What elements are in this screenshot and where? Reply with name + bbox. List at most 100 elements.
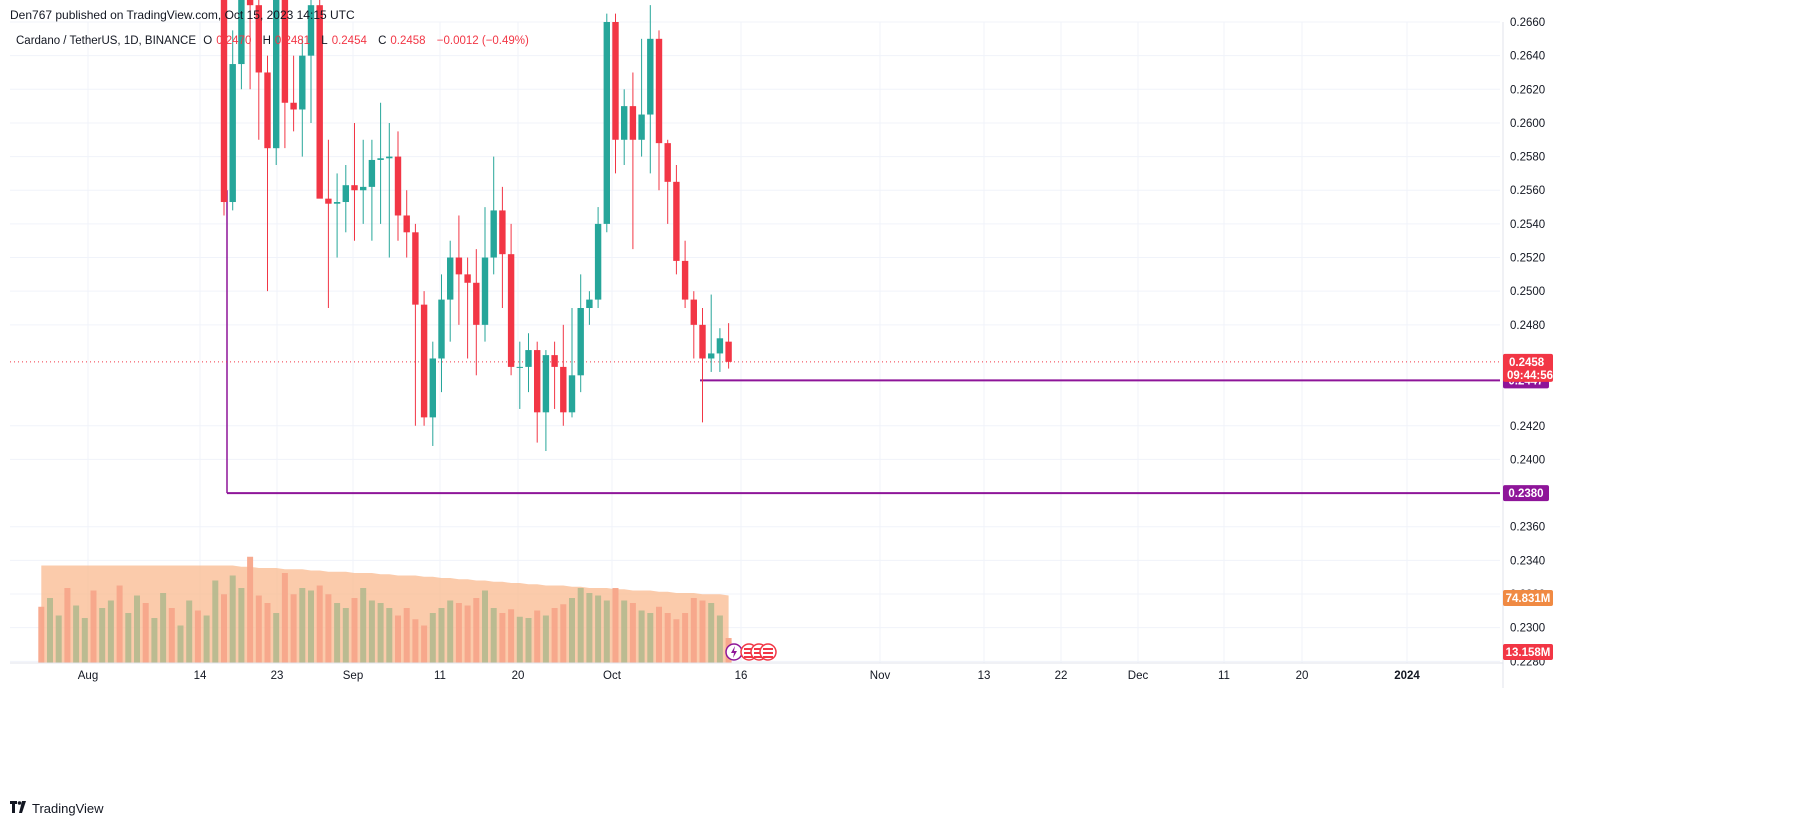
time-tick-label: 11 — [1218, 670, 1230, 682]
published-caption: Den767 published on TradingView.com, Oct… — [10, 8, 355, 22]
candle — [438, 274, 445, 393]
volume-bar — [247, 556, 254, 663]
candle-body — [542, 355, 550, 413]
time-tick-label: Dec — [1128, 670, 1149, 682]
candle — [264, 55, 271, 292]
volume-bar — [455, 603, 462, 663]
volume-bar — [368, 600, 375, 663]
candle — [516, 341, 523, 409]
time-tick-label: 11 — [434, 670, 446, 682]
volume-bar — [699, 600, 706, 663]
candle-body — [325, 198, 332, 204]
flag-stripe — [744, 656, 754, 658]
candle — [708, 294, 715, 372]
candle — [560, 324, 567, 426]
price-tick-label: 0.2600 — [1510, 118, 1545, 130]
candle — [238, 0, 245, 90]
volume-bar — [682, 613, 689, 663]
candle-body — [516, 366, 523, 368]
candle-body — [403, 215, 410, 233]
candle — [255, 0, 262, 140]
event-lightning-icon — [725, 643, 743, 661]
candle-body — [238, 0, 245, 65]
candle-body — [525, 350, 532, 367]
volume-bar — [290, 594, 297, 663]
volume-bar — [73, 605, 80, 663]
candle-body — [586, 299, 593, 309]
candle — [542, 350, 550, 452]
price-tick-label: 0.2340 — [1510, 555, 1545, 567]
volume-bar — [473, 598, 480, 663]
candle-body — [655, 38, 663, 144]
volume-bar — [229, 575, 236, 663]
volume-bar — [194, 610, 201, 663]
tradingview-footer[interactable]: TradingView — [10, 800, 104, 816]
candle — [629, 72, 637, 250]
candle — [229, 30, 236, 211]
candle — [220, 0, 228, 216]
volume-bar — [560, 604, 567, 663]
volume-bar — [629, 603, 636, 663]
candle-body — [534, 350, 541, 413]
candle — [568, 308, 576, 418]
candle-body — [490, 210, 497, 258]
time-tick-label: 13 — [978, 670, 991, 682]
candle-body — [229, 64, 236, 203]
candle — [699, 308, 706, 423]
candle — [534, 341, 541, 443]
level-price-label: 0.2380 — [1508, 488, 1543, 500]
candle-body — [333, 202, 341, 204]
volume-bar — [351, 598, 358, 663]
candle-body — [551, 355, 558, 367]
volume-bar — [160, 593, 167, 663]
volume-bar — [142, 603, 149, 663]
volume-bar — [90, 590, 97, 663]
candle-body — [681, 260, 689, 300]
candle-body — [447, 257, 454, 300]
candle — [420, 291, 428, 426]
candle — [377, 102, 384, 224]
symbol-legend: Cardano / TetherUS, 1D, BINANCE O 0.2470 … — [16, 35, 533, 47]
candle-body — [699, 324, 706, 359]
candle — [342, 165, 349, 233]
volume-bar — [534, 610, 541, 663]
flag-stripe — [754, 652, 764, 654]
tradingview-brand: TradingView — [32, 800, 104, 816]
candle-body — [594, 223, 602, 300]
candle — [307, 0, 315, 123]
candle — [290, 55, 297, 132]
candle — [333, 173, 341, 258]
candle — [325, 139, 332, 309]
symbol-name[interactable]: Cardano / TetherUS, 1D, BINANCE — [16, 35, 197, 47]
candle — [586, 291, 593, 325]
volume-bar — [464, 605, 471, 663]
volume-bar — [569, 598, 575, 663]
candle-body — [351, 185, 358, 191]
volume-bar — [264, 603, 271, 663]
low-value: 0.2454 — [331, 35, 367, 47]
candle — [455, 215, 463, 325]
volume-bar — [177, 625, 184, 663]
volume-bar — [325, 594, 332, 663]
volume-bar — [490, 608, 497, 663]
price-tick-label: 0.2660 — [1510, 17, 1545, 29]
volume-bar — [499, 613, 506, 663]
volume-last-badge — [1503, 644, 1553, 660]
candle-body — [560, 366, 567, 413]
volume-bar — [603, 600, 610, 663]
time-tick-label: 20 — [512, 670, 525, 682]
volume-bar — [595, 595, 602, 663]
candle — [351, 122, 358, 241]
candle — [490, 156, 497, 275]
volume-bar — [151, 618, 158, 663]
price-tick-label: 0.2400 — [1510, 454, 1545, 466]
volume-last-badge-label: 13.158M — [1506, 647, 1551, 659]
candle-body — [603, 22, 610, 224]
change-value: −0.0012 (−0.49%) — [436, 35, 529, 47]
volume-bar — [621, 600, 628, 663]
volume-bar — [99, 608, 106, 663]
candle — [273, 0, 280, 166]
candle — [594, 207, 602, 309]
